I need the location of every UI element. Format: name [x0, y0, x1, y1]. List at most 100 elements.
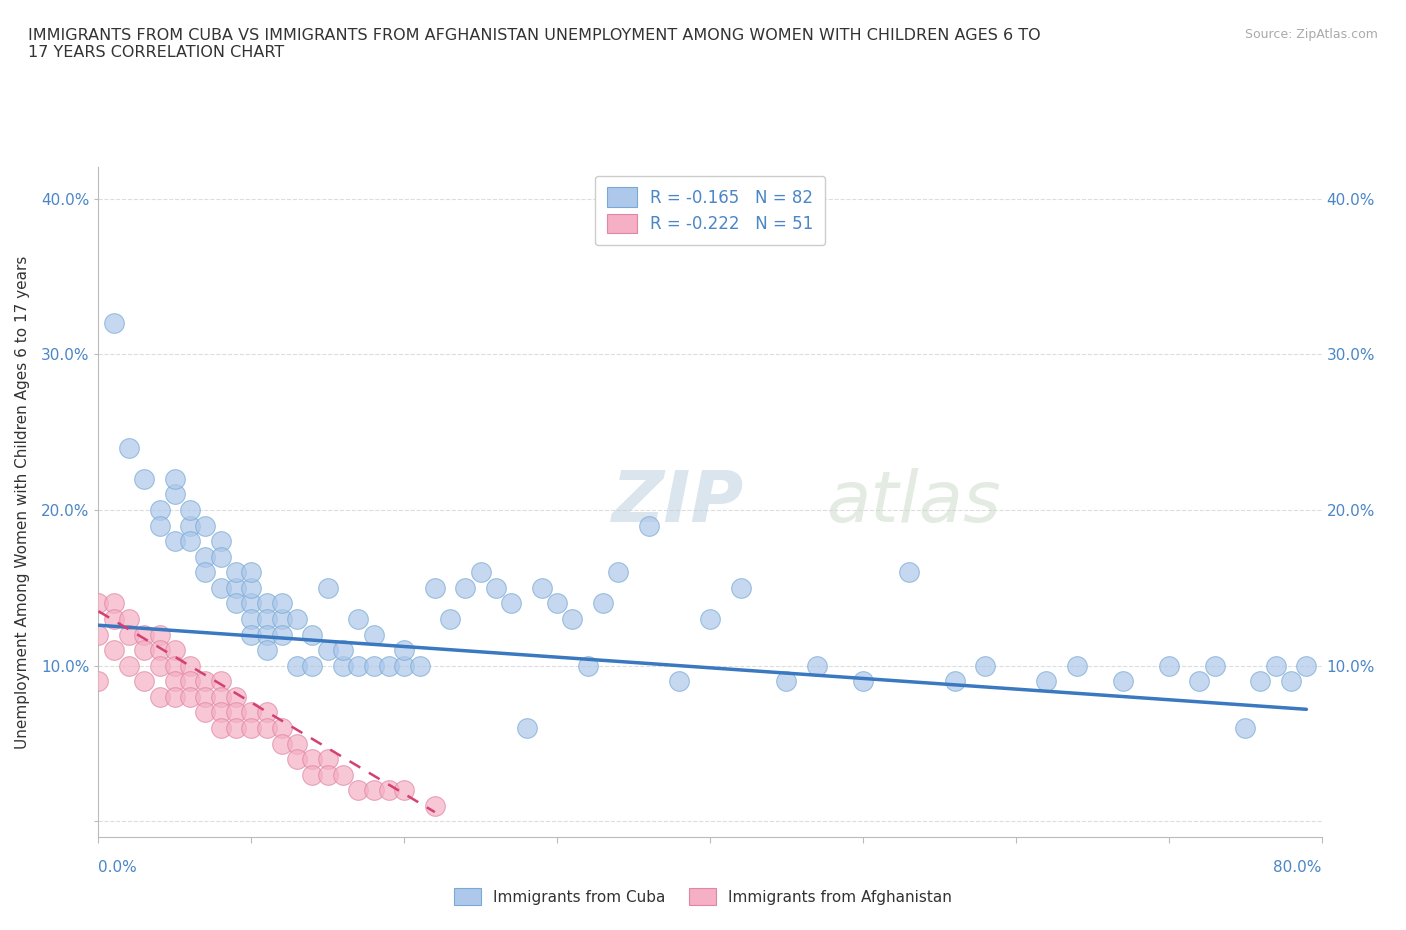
Point [470, 565, 492, 579]
Point [974, 658, 997, 673]
Point [1066, 658, 1088, 673]
Point [240, 580, 263, 595]
Point [209, 580, 232, 595]
Point [1035, 674, 1057, 689]
Text: Source: ZipAtlas.com: Source: ZipAtlas.com [1244, 28, 1378, 41]
Point [179, 689, 201, 704]
Point [1295, 658, 1317, 673]
Point [347, 783, 370, 798]
Point [301, 767, 323, 782]
Point [209, 550, 232, 565]
Text: IMMIGRANTS FROM CUBA VS IMMIGRANTS FROM AFGHANISTAN UNEMPLOYMENT AMONG WOMEN WIT: IMMIGRANTS FROM CUBA VS IMMIGRANTS FROM … [28, 28, 1040, 60]
Point [194, 565, 217, 579]
Point [225, 596, 247, 611]
Point [852, 674, 875, 689]
Point [163, 658, 186, 673]
Point [1264, 658, 1286, 673]
Point [118, 440, 141, 455]
Legend: R = -0.165   N = 82, R = -0.222   N = 51: R = -0.165 N = 82, R = -0.222 N = 51 [595, 176, 825, 246]
Point [149, 627, 172, 642]
Text: atlas: atlas [827, 468, 1001, 537]
Point [363, 658, 385, 673]
Point [316, 580, 339, 595]
Point [134, 674, 156, 689]
Point [516, 721, 538, 736]
Point [316, 767, 339, 782]
Point [668, 674, 690, 689]
Point [501, 596, 523, 611]
Point [225, 689, 247, 704]
Text: ZIP: ZIP [612, 468, 744, 537]
Point [454, 580, 477, 595]
Point [134, 643, 156, 658]
Point [607, 565, 630, 579]
Point [301, 658, 323, 673]
Point [256, 643, 278, 658]
Point [149, 518, 172, 533]
Point [285, 612, 308, 627]
Point [118, 658, 141, 673]
Point [225, 565, 247, 579]
Point [270, 721, 292, 736]
Point [194, 674, 217, 689]
Legend: Immigrants from Cuba, Immigrants from Afghanistan: Immigrants from Cuba, Immigrants from Af… [446, 880, 960, 913]
Point [1112, 674, 1135, 689]
Point [1279, 674, 1302, 689]
Point [316, 643, 339, 658]
Point [332, 658, 354, 673]
Point [134, 627, 156, 642]
Point [225, 705, 247, 720]
Point [347, 658, 370, 673]
Point [270, 596, 292, 611]
Point [240, 565, 263, 579]
Point [392, 643, 416, 658]
Text: 0.0%: 0.0% [98, 860, 138, 875]
Point [209, 721, 232, 736]
Point [256, 705, 278, 720]
Point [1204, 658, 1226, 673]
Point [256, 627, 278, 642]
Point [592, 596, 614, 611]
Point [1249, 674, 1271, 689]
Point [897, 565, 920, 579]
Point [225, 721, 247, 736]
Point [149, 643, 172, 658]
Point [87, 674, 110, 689]
Point [530, 580, 553, 595]
Point [134, 472, 156, 486]
Point [256, 721, 278, 736]
Point [179, 502, 201, 517]
Point [408, 658, 430, 673]
Point [179, 658, 201, 673]
Point [270, 627, 292, 642]
Point [163, 487, 186, 502]
Point [103, 596, 125, 611]
Point [943, 674, 966, 689]
Point [179, 674, 201, 689]
Point [699, 612, 721, 627]
Point [378, 783, 401, 798]
Point [256, 612, 278, 627]
Point [163, 674, 186, 689]
Point [392, 658, 416, 673]
Point [576, 658, 599, 673]
Point [637, 518, 661, 533]
Point [209, 534, 232, 549]
Point [163, 534, 186, 549]
Text: 80.0%: 80.0% [1274, 860, 1322, 875]
Point [103, 643, 125, 658]
Point [240, 596, 263, 611]
Point [194, 705, 217, 720]
Point [163, 689, 186, 704]
Point [163, 472, 186, 486]
Point [332, 643, 354, 658]
Y-axis label: Unemployment Among Women with Children Ages 6 to 17 years: Unemployment Among Women with Children A… [15, 256, 30, 749]
Point [301, 627, 323, 642]
Point [163, 643, 186, 658]
Point [270, 737, 292, 751]
Point [378, 658, 401, 673]
Point [103, 612, 125, 627]
Point [285, 751, 308, 766]
Point [730, 580, 752, 595]
Point [179, 534, 201, 549]
